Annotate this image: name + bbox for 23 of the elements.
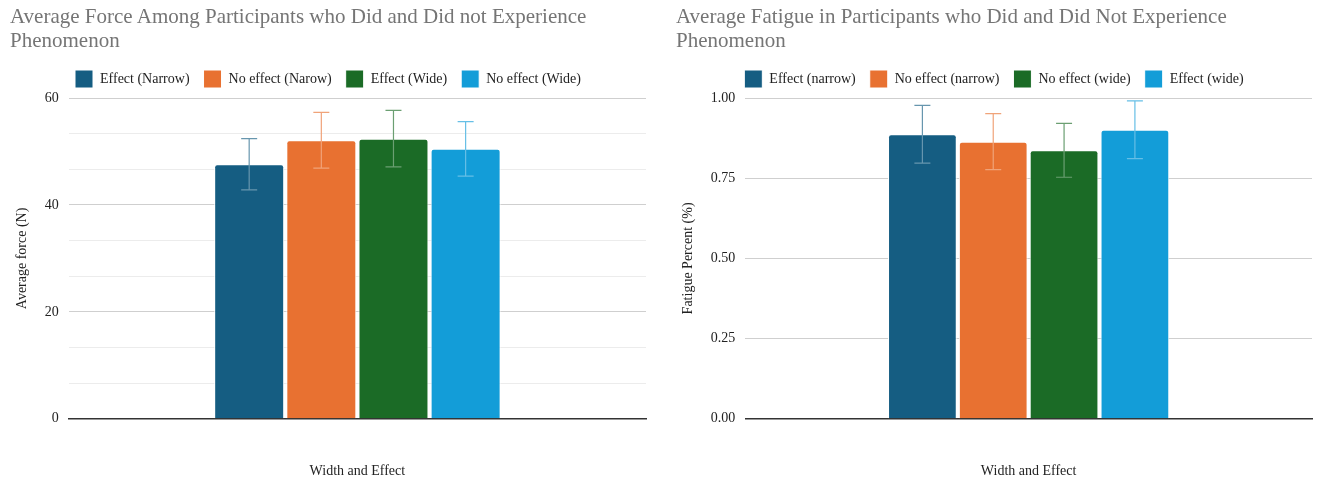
legend-label: No effect (wide) [1038, 70, 1132, 87]
legend-label: Effect (wide) [1169, 70, 1244, 87]
y-tick-label: 40 [44, 196, 59, 212]
legend-label: Effect (narrow) [769, 70, 857, 87]
y-tick-label: 20 [44, 303, 59, 319]
legend-label: No effect (Wide) [486, 70, 582, 87]
y-tick-label: 0.00 [710, 410, 736, 426]
y-tick-label: 60 [44, 89, 59, 105]
y-tick-label: 0.50 [710, 250, 736, 266]
x-axis-title: Width and Effect [309, 463, 406, 479]
legend-label: No effect (Narow) [228, 70, 333, 87]
legend-label: Effect (Wide) [370, 70, 448, 87]
y-axis-title: Fatigue Percent (%) [680, 202, 697, 315]
y-axis-title: Average force (N) [14, 207, 31, 310]
legend-label: Effect (Narrow) [100, 70, 190, 87]
y-tick-label: 0.75 [710, 169, 736, 185]
chart-title: Average Force Among Participants who Did and Did not Experience Phenomenon [10, 4, 588, 54]
y-tick-label: 0 [51, 410, 59, 426]
legend-label: No effect (narrow) [894, 70, 1000, 87]
x-axis-title: Width and Effect [980, 463, 1077, 479]
y-tick-label: 0.25 [710, 330, 736, 346]
y-tick-label: 1.00 [710, 89, 736, 105]
chart-title: Average Fatigue in Participants who Did and Did Not Experience Phenomenon [676, 4, 1228, 54]
